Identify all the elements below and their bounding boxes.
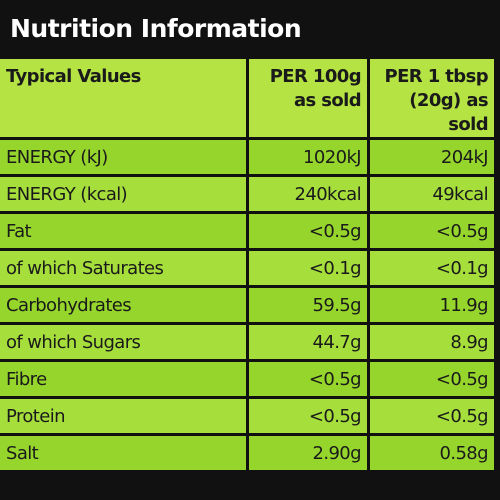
nutrient-cell: of which Sugars [0,325,246,359]
header-row: Typical Values PER 100g as sold PER 1 tbsp… [0,59,494,137]
value-cell: 204kJ [370,140,494,174]
value-cell: 59.5g [249,288,367,322]
table-row: Protein <0.5g <0.5g [0,399,494,433]
table-row: ENERGY (kcal) 240kcal 49kcal [0,177,494,211]
value-cell: <0.5g [370,362,494,396]
nutrient-cell: ENERGY (kJ) [0,140,246,174]
table-row: of which Saturates <0.1g <0.1g [0,251,494,285]
nutrient-cell: of which Saturates [0,251,246,285]
nutrient-cell: Protein [0,399,246,433]
title: Nutrition Information [10,14,302,43]
value-cell: 240kcal [249,177,367,211]
value-cell: 8.9g [370,325,494,359]
column-header: Typical Values [0,59,246,137]
table-row: of which Sugars 44.7g 8.9g [0,325,494,359]
value-cell: 0.58g [370,436,494,470]
nutrition-table: Typical Values PER 100g as sold PER 1 tbsp… [0,56,497,473]
value-cell: 2.90g [249,436,367,470]
nutrient-cell: Carbohydrates [0,288,246,322]
nutrient-cell: ENERGY (kcal) [0,177,246,211]
nutrient-cell: Fat [0,214,246,248]
table-row: Salt 2.90g 0.58g [0,436,494,470]
column-header: PER 100g as sold [249,59,367,137]
value-cell: <0.1g [249,251,367,285]
value-cell: 49kcal [370,177,494,211]
value-cell: <0.5g [249,399,367,433]
value-cell: 1020kJ [249,140,367,174]
value-cell: <0.5g [370,214,494,248]
value-cell: <0.5g [249,362,367,396]
table-row: Fibre <0.5g <0.5g [0,362,494,396]
table-row: Carbohydrates 59.5g 11.9g [0,288,494,322]
nutrient-cell: Fibre [0,362,246,396]
value-cell: <0.5g [370,399,494,433]
column-header: PER 1 tbsp (20g) as sold [370,59,494,137]
value-cell: <0.1g [370,251,494,285]
table-row: Fat <0.5g <0.5g [0,214,494,248]
table-row: ENERGY (kJ) 1020kJ 204kJ [0,140,494,174]
nutrient-cell: Salt [0,436,246,470]
value-cell: <0.5g [249,214,367,248]
value-cell: 11.9g [370,288,494,322]
value-cell: 44.7g [249,325,367,359]
